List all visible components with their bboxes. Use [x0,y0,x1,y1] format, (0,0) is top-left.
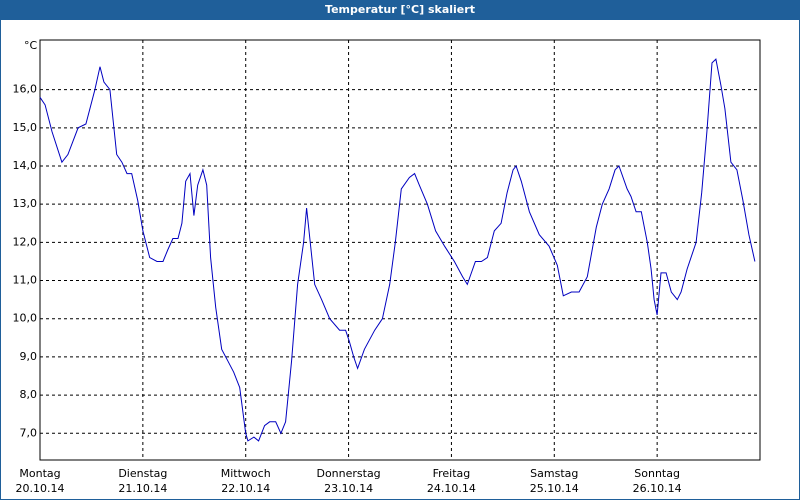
chart-title: Temperatur [°C] skaliert [325,3,475,16]
y-tick-label: 11,0 [13,274,38,287]
x-tick-label: Dienstag [118,467,167,480]
x-tick-label: Sonntag [634,467,680,480]
x-tick-date: 24.10.14 [427,482,476,495]
y-tick-label: 12,0 [13,235,38,248]
x-tick-date: 26.10.14 [633,482,682,495]
title-bar [0,0,800,20]
x-tick-label: Mittwoch [221,467,271,480]
x-tick-label: Montag [19,467,60,480]
plot-area [39,39,761,461]
x-tick-label: Freitag [433,467,471,480]
y-tick-label: 14,0 [13,159,38,172]
y-tick-label: 8,0 [20,388,38,401]
data-line [39,58,756,442]
y-tick-label: 7,0 [20,426,38,439]
x-tick-label: Samstag [530,467,578,480]
y-tick-label: 15,0 [13,121,38,134]
y-unit: °C [24,39,38,52]
x-tick-date: 22.10.14 [221,482,270,495]
x-tick-label: Donnerstag [316,467,380,480]
y-tick-label: 16,0 [13,83,38,96]
x-tick-date: 21.10.14 [118,482,167,495]
y-tick-label: 13,0 [13,197,38,210]
x-tick-date: 23.10.14 [324,482,373,495]
y-tick-label: 10,0 [13,312,38,325]
x-tick-date: 20.10.14 [16,482,65,495]
y-tick-label: 9,0 [20,350,38,363]
x-tick-date: 25.10.14 [530,482,579,495]
